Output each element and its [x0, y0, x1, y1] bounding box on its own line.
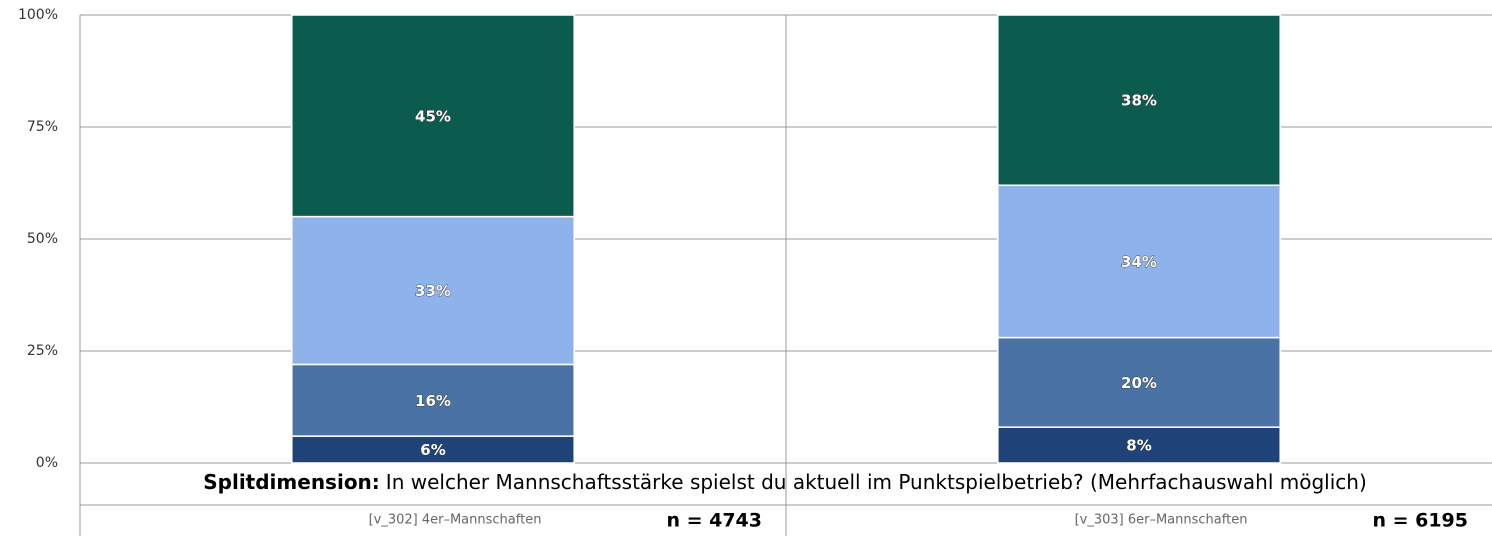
value-label: 33% — [415, 282, 451, 300]
y-tick-label: 25% — [27, 343, 58, 359]
bar-segment — [997, 426, 1281, 464]
x-tick-label: [v_302] 4er–Mannschaften — [369, 513, 542, 528]
split-text: In welcher Mannschaftsstärke spielst du … — [386, 470, 1367, 494]
split-label: Splitdimension: — [203, 470, 380, 494]
value-label: 45% — [415, 107, 451, 125]
x-tick-label: [v_303] 6er–Mannschaften — [1075, 513, 1248, 528]
y-tick-label: 50% — [27, 231, 58, 247]
value-label: 38% — [1121, 92, 1157, 110]
n-label: n = 4743 — [666, 510, 762, 532]
y-tick-label: 0% — [36, 455, 58, 471]
y-tick-label: 75% — [27, 119, 58, 135]
bar-segment — [291, 215, 575, 366]
value-label: 20% — [1121, 374, 1157, 392]
n-label: n = 6195 — [1372, 510, 1468, 532]
bar-segment — [291, 435, 575, 464]
bar-segment — [291, 363, 575, 437]
value-label: 6% — [420, 441, 445, 459]
value-label: 8% — [1126, 437, 1151, 455]
value-label: 16% — [415, 392, 451, 410]
bar-segment — [997, 14, 1281, 186]
split-dimension: Splitdimension: In welcher Mannschaftsstä… — [203, 470, 1367, 494]
y-tick-label: 100% — [18, 7, 58, 23]
value-label: 34% — [1121, 253, 1157, 271]
bar-segment — [291, 14, 575, 218]
